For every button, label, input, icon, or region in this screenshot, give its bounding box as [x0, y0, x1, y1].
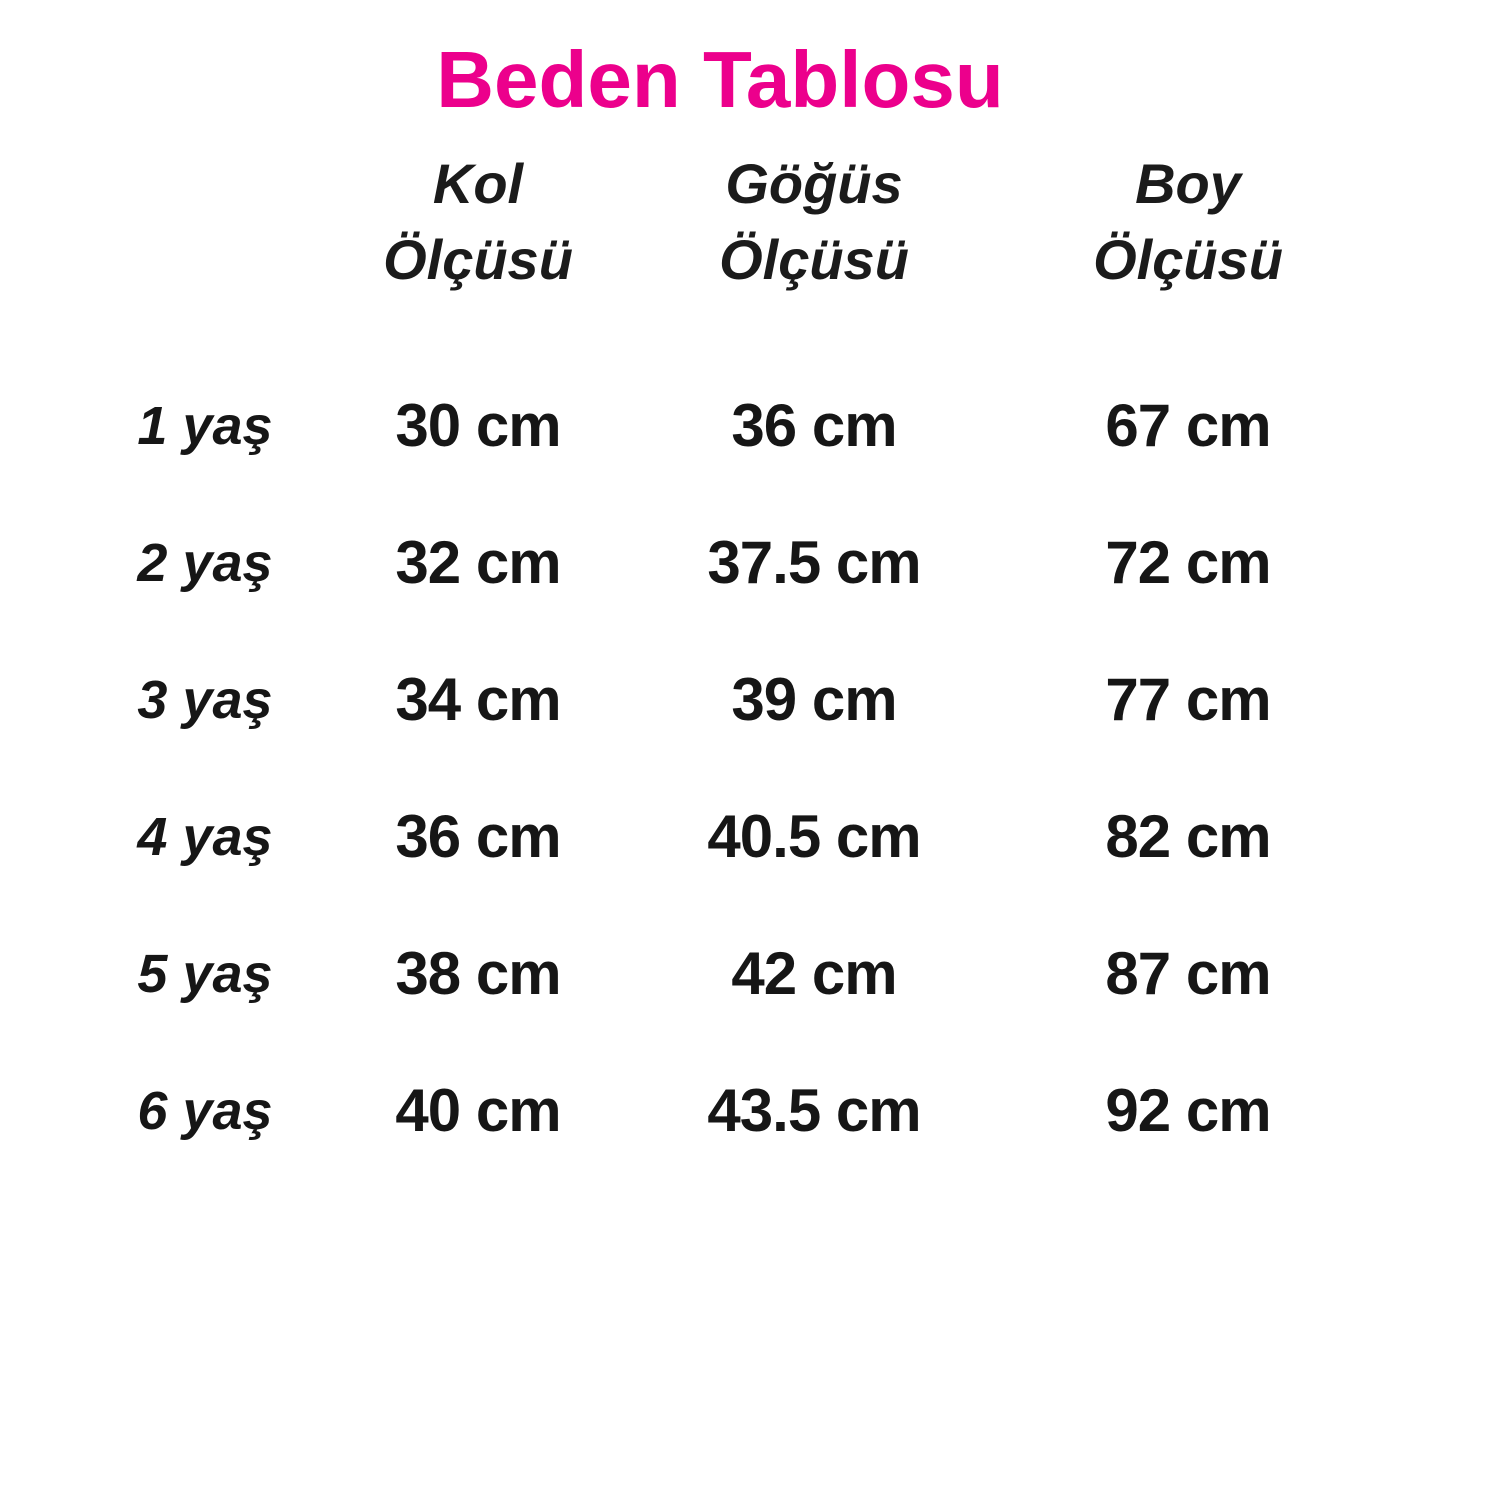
cell-kol-value: 32 cm — [395, 529, 561, 596]
cell-boy-value: 87 cm — [1105, 940, 1271, 1007]
cell-gogus-value: 40.5 cm — [707, 803, 921, 870]
column-header-boy: Boy Ölçüsü — [1022, 122, 1354, 322]
row-age-label: 6 yaş — [137, 1080, 273, 1141]
column-header-kol-line1: Kol — [432, 152, 524, 215]
cell-gogus-value: 36 cm — [731, 392, 897, 459]
column-header-boy-line1: Boy — [1135, 152, 1241, 215]
row-age-label: 4 yaş — [137, 806, 273, 867]
row-age-label: 1 yaş — [137, 395, 273, 456]
cell-gogus-value: 43.5 cm — [707, 1077, 921, 1144]
row-age-label: 3 yaş — [137, 669, 273, 730]
column-header-kol: Kol Ölçüsü — [350, 122, 606, 322]
cell-kol-value: 40 cm — [395, 1077, 561, 1144]
cell-gogus-value: 37.5 cm — [707, 529, 921, 596]
row-age-label: 5 yaş — [137, 943, 273, 1004]
page-title: Beden Tablosu — [436, 35, 1004, 124]
column-header-age-empty — [60, 122, 350, 322]
cell-kol-value: 38 cm — [395, 940, 561, 1007]
cell-boy-value: 77 cm — [1105, 666, 1271, 733]
cell-kol-value: 30 cm — [395, 392, 561, 459]
cell-boy-value: 67 cm — [1105, 392, 1271, 459]
size-table: Kol Ölçüsü Göğüs Ölçüsü Boy Ölçüsü 1 yaş… — [60, 122, 1500, 1179]
column-header-gogus-line2: Ölçüsü — [719, 228, 909, 291]
row-age-label: 2 yaş — [137, 532, 273, 593]
column-header-kol-line2: Ölçüsü — [383, 228, 573, 291]
cell-kol-value: 34 cm — [395, 666, 561, 733]
cell-kol-value: 36 cm — [395, 803, 561, 870]
cell-gogus-value: 42 cm — [731, 940, 897, 1007]
column-header-gogus: Göğüs Ölçüsü — [606, 122, 1022, 322]
header-spacer — [60, 322, 1354, 357]
column-header-gogus-line1: Göğüs — [725, 152, 903, 215]
cell-boy-value: 72 cm — [1105, 529, 1271, 596]
cell-boy-value: 82 cm — [1105, 803, 1271, 870]
column-header-boy-line2: Ölçüsü — [1093, 228, 1283, 291]
cell-boy-value: 92 cm — [1105, 1077, 1271, 1144]
cell-gogus-value: 39 cm — [731, 666, 897, 733]
